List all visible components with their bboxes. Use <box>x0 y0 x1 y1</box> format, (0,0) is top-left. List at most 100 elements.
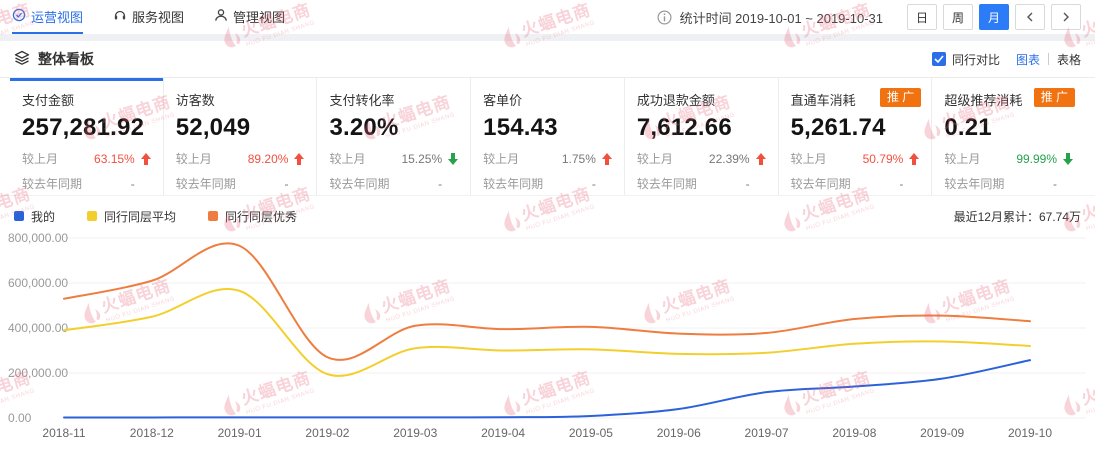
svg-text:2019-05: 2019-05 <box>569 426 613 440</box>
next-period-button[interactable] <box>1051 4 1081 30</box>
arrow-down-icon <box>445 152 459 165</box>
kpi-card[interactable]: 访客数 52,049 较上月 89.20% 较去年同期 - <box>162 78 317 195</box>
kpi-value: 5,261.74 <box>790 114 886 141</box>
svg-text:800,000.00: 800,000.00 <box>8 231 68 245</box>
kpi-mom-value: 89.20% <box>247 151 289 166</box>
legend-label: 我的 <box>31 209 56 224</box>
period-button-周[interactable]: 周 <box>943 4 973 30</box>
kpi-card[interactable]: 支付转化率 3.20% 较上月 15.25% 较去年同期 - <box>316 78 470 195</box>
kpi-mom-value: 1.75% <box>561 151 596 166</box>
board-header: 整体看板 同行对比 图表 表格 <box>0 41 1095 78</box>
kpi-mom-row: 较上月 63.15% <box>22 150 151 167</box>
view-toggle-table[interactable]: 表格 <box>1056 52 1081 67</box>
legend-item[interactable]: 同行同层优秀 <box>208 208 297 225</box>
nav-tab-1[interactable]: 运营视图 <box>12 0 84 34</box>
legend-label: 同行同层优秀 <box>225 209 298 224</box>
legend-label: 同行同层平均 <box>104 209 177 224</box>
service-view-icon <box>113 8 127 25</box>
svg-text:2019-04: 2019-04 <box>481 426 525 440</box>
kpi-yoy-value: - <box>1053 176 1058 191</box>
kpi-yoy-row: 较去年同期 - <box>176 175 305 192</box>
kpi-yoy-value: - <box>284 176 289 191</box>
peer-compare-label[interactable]: 同行对比 <box>951 52 1000 67</box>
nav-tab-3[interactable]: 管理视图 <box>214 0 285 34</box>
info-icon[interactable] <box>657 9 672 25</box>
peer-compare-checkbox[interactable] <box>931 52 946 66</box>
svg-text:2018-11: 2018-11 <box>42 426 85 440</box>
kpi-yoy-row: 较去年同期 - <box>791 175 920 192</box>
kpi-mom-row: 较上月 15.25% <box>329 150 459 167</box>
kpi-label: 支付金额 <box>22 93 75 108</box>
svg-text:0.00: 0.00 <box>8 411 32 425</box>
arrow-up-icon <box>753 152 766 165</box>
kpi-mom-label: 较上月 <box>175 152 212 166</box>
promotion-badge: 推 广 <box>1033 88 1076 107</box>
period-button-日[interactable]: 日 <box>907 4 937 30</box>
kpi-mom-label: 较上月 <box>944 152 981 166</box>
period-toggle-group: 日周月 <box>901 4 1009 30</box>
view-toggle-divider <box>1047 53 1049 65</box>
kpi-yoy-value: - <box>130 176 135 191</box>
kpi-mom-value: 50.79% <box>862 151 904 166</box>
svg-text:2019-08: 2019-08 <box>832 426 876 440</box>
layers-icon <box>14 50 30 69</box>
arrow-up-icon <box>291 152 305 165</box>
summary-text: 最近12月累计：67.74万 <box>953 209 1081 224</box>
legend-item[interactable]: 同行同层平均 <box>87 208 176 225</box>
stat-time-text: 统计时间 2019-10-01 ~ 2019-10-31 <box>679 10 883 26</box>
kpi-card[interactable]: 推 广 直通车消耗 5,261.74 较上月 50.79% 较去年同期 - <box>777 78 932 195</box>
legend-item[interactable]: 我的 <box>14 208 55 225</box>
kpi-yoy-label: 较去年同期 <box>329 177 390 191</box>
kpi-card[interactable]: 推 广超级推荐消耗 0.21 较上月 99.99% 较去年同期 - <box>931 78 1085 195</box>
view-toggle-chart[interactable]: 图表 <box>1015 52 1040 67</box>
kpi-label: 客单价 <box>483 93 523 108</box>
svg-text:400,000.00: 400,000.00 <box>8 321 68 335</box>
kpi-mom-row: 较上月 89.20% <box>176 150 305 167</box>
kpi-yoy-row: 较去年同期 - <box>329 175 458 192</box>
kpi-mom-label: 较上月 <box>790 152 827 166</box>
prev-period-button[interactable] <box>1015 4 1045 30</box>
arrow-up-icon <box>599 152 612 165</box>
board-title: 整体看板 <box>38 51 94 67</box>
kpi-mom-value: 99.99% <box>1016 151 1058 166</box>
legend-swatch <box>208 211 219 221</box>
kpi-mom-value: 22.39% <box>708 151 750 166</box>
kpi-mom-row: 较上月 22.39% <box>637 150 766 167</box>
nav-tab-2[interactable]: 服务视图 <box>113 0 184 34</box>
kpi-yoy-value: - <box>745 176 750 191</box>
kpi-label: 访客数 <box>175 93 215 108</box>
kpi-yoy-value: - <box>899 176 904 191</box>
kpi-value: 0.21 <box>944 114 992 141</box>
svg-text:600,000.00: 600,000.00 <box>8 276 68 290</box>
kpi-card[interactable]: 支付金额 257,281.92 较上月 63.15% 较去年同期 - <box>10 78 163 195</box>
kpi-mom-row: 较上月 1.75% <box>483 150 612 167</box>
kpi-yoy-label: 较去年同期 <box>790 177 851 191</box>
kpi-value: 7,612.66 <box>636 114 732 141</box>
kpi-yoy-row: 较去年同期 - <box>944 175 1073 192</box>
kpi-card[interactable]: 成功退款金额 7,612.66 较上月 22.39% 较去年同期 - <box>623 78 778 195</box>
kpi-yoy-label: 较去年同期 <box>22 177 83 191</box>
kpi-mom-value: 63.15% <box>94 151 135 166</box>
kpi-yoy-row: 较去年同期 - <box>637 175 766 192</box>
chart-area: 0.00 200,000.00 400,000.00 600,000.00 800,00… <box>0 228 1095 450</box>
nav-tab-label: 服务视图 <box>132 9 185 25</box>
trend-line-chart: 0.00 200,000.00 400,000.00 600,000.00 800,00… <box>8 231 1086 440</box>
kpi-yoy-value: - <box>591 176 596 191</box>
kpi-yoy-value: - <box>438 176 443 191</box>
kpi-value: 154.43 <box>483 114 558 141</box>
kpi-card[interactable]: 客单价 154.43 较上月 1.75% 较去年同期 - <box>470 78 624 195</box>
svg-text:2019-06: 2019-06 <box>657 426 701 440</box>
kpi-cards: 支付金额 257,281.92 较上月 63.15% 较去年同期 - 访客数 52,049 较上… <box>0 78 1095 196</box>
kpi-value: 257,281.92 <box>22 114 145 141</box>
section-divider <box>0 34 1095 41</box>
period-button-月[interactable]: 月 <box>979 4 1009 30</box>
kpi-yoy-label: 较去年同期 <box>175 177 236 191</box>
chart-legend: 我的 同行同层平均 同行同层优秀 <box>14 208 297 225</box>
kpi-mom-label: 较上月 <box>22 152 59 166</box>
kpi-mom-label: 较上月 <box>483 152 520 166</box>
arrow-up-icon <box>906 152 920 165</box>
top-nav: 运营视图 服务视图 管理视图 统计时间 2019-10-01 ~ 2019-10-3… <box>0 0 1095 34</box>
top-nav-right: 统计时间 2019-10-01 ~ 2019-10-31 日周月 <box>657 4 1081 30</box>
nav-tab-label: 运营视图 <box>31 9 84 25</box>
